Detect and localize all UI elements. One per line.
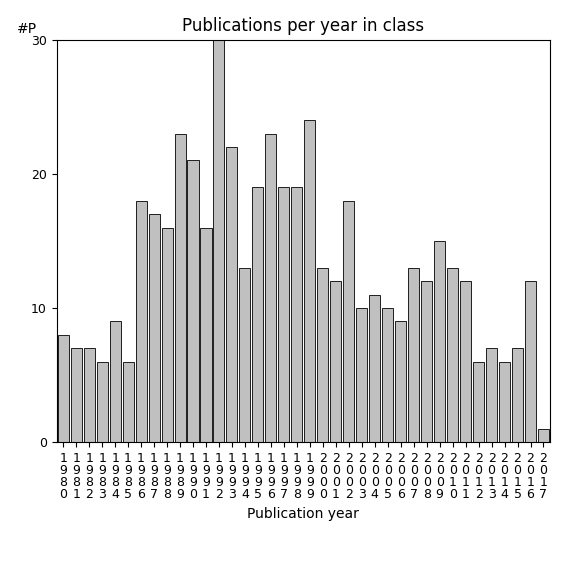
- Bar: [434, 241, 445, 442]
- Bar: [96, 362, 108, 442]
- Bar: [331, 281, 341, 442]
- Bar: [71, 348, 82, 442]
- Title: Publications per year in class: Publications per year in class: [182, 18, 425, 35]
- Bar: [473, 362, 484, 442]
- Bar: [421, 281, 432, 442]
- Bar: [109, 321, 121, 442]
- Bar: [447, 268, 458, 442]
- Y-axis label: #P: #P: [17, 22, 37, 36]
- Bar: [252, 187, 264, 442]
- Bar: [304, 120, 315, 442]
- Bar: [84, 348, 95, 442]
- Bar: [188, 160, 198, 442]
- X-axis label: Publication year: Publication year: [247, 506, 359, 521]
- Bar: [369, 295, 380, 442]
- Bar: [395, 321, 406, 442]
- Bar: [318, 268, 328, 442]
- Bar: [136, 201, 147, 442]
- Bar: [162, 227, 172, 442]
- Bar: [175, 134, 185, 442]
- Bar: [201, 227, 211, 442]
- Bar: [226, 147, 238, 442]
- Bar: [122, 362, 134, 442]
- Bar: [525, 281, 536, 442]
- Bar: [343, 201, 354, 442]
- Bar: [265, 134, 276, 442]
- Bar: [213, 40, 225, 442]
- Bar: [499, 362, 510, 442]
- Bar: [512, 348, 523, 442]
- Bar: [149, 214, 159, 442]
- Bar: [291, 187, 302, 442]
- Bar: [356, 308, 367, 442]
- Bar: [460, 281, 471, 442]
- Bar: [239, 268, 251, 442]
- Bar: [382, 308, 393, 442]
- Bar: [58, 335, 69, 442]
- Bar: [278, 187, 289, 442]
- Bar: [538, 429, 549, 442]
- Bar: [486, 348, 497, 442]
- Bar: [408, 268, 419, 442]
